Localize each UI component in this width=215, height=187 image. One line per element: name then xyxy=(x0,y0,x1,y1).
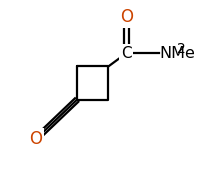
Text: 2: 2 xyxy=(177,42,186,56)
Text: O: O xyxy=(29,130,42,148)
Text: O: O xyxy=(120,8,133,26)
Text: NMe: NMe xyxy=(160,46,195,61)
Text: C: C xyxy=(121,46,132,61)
